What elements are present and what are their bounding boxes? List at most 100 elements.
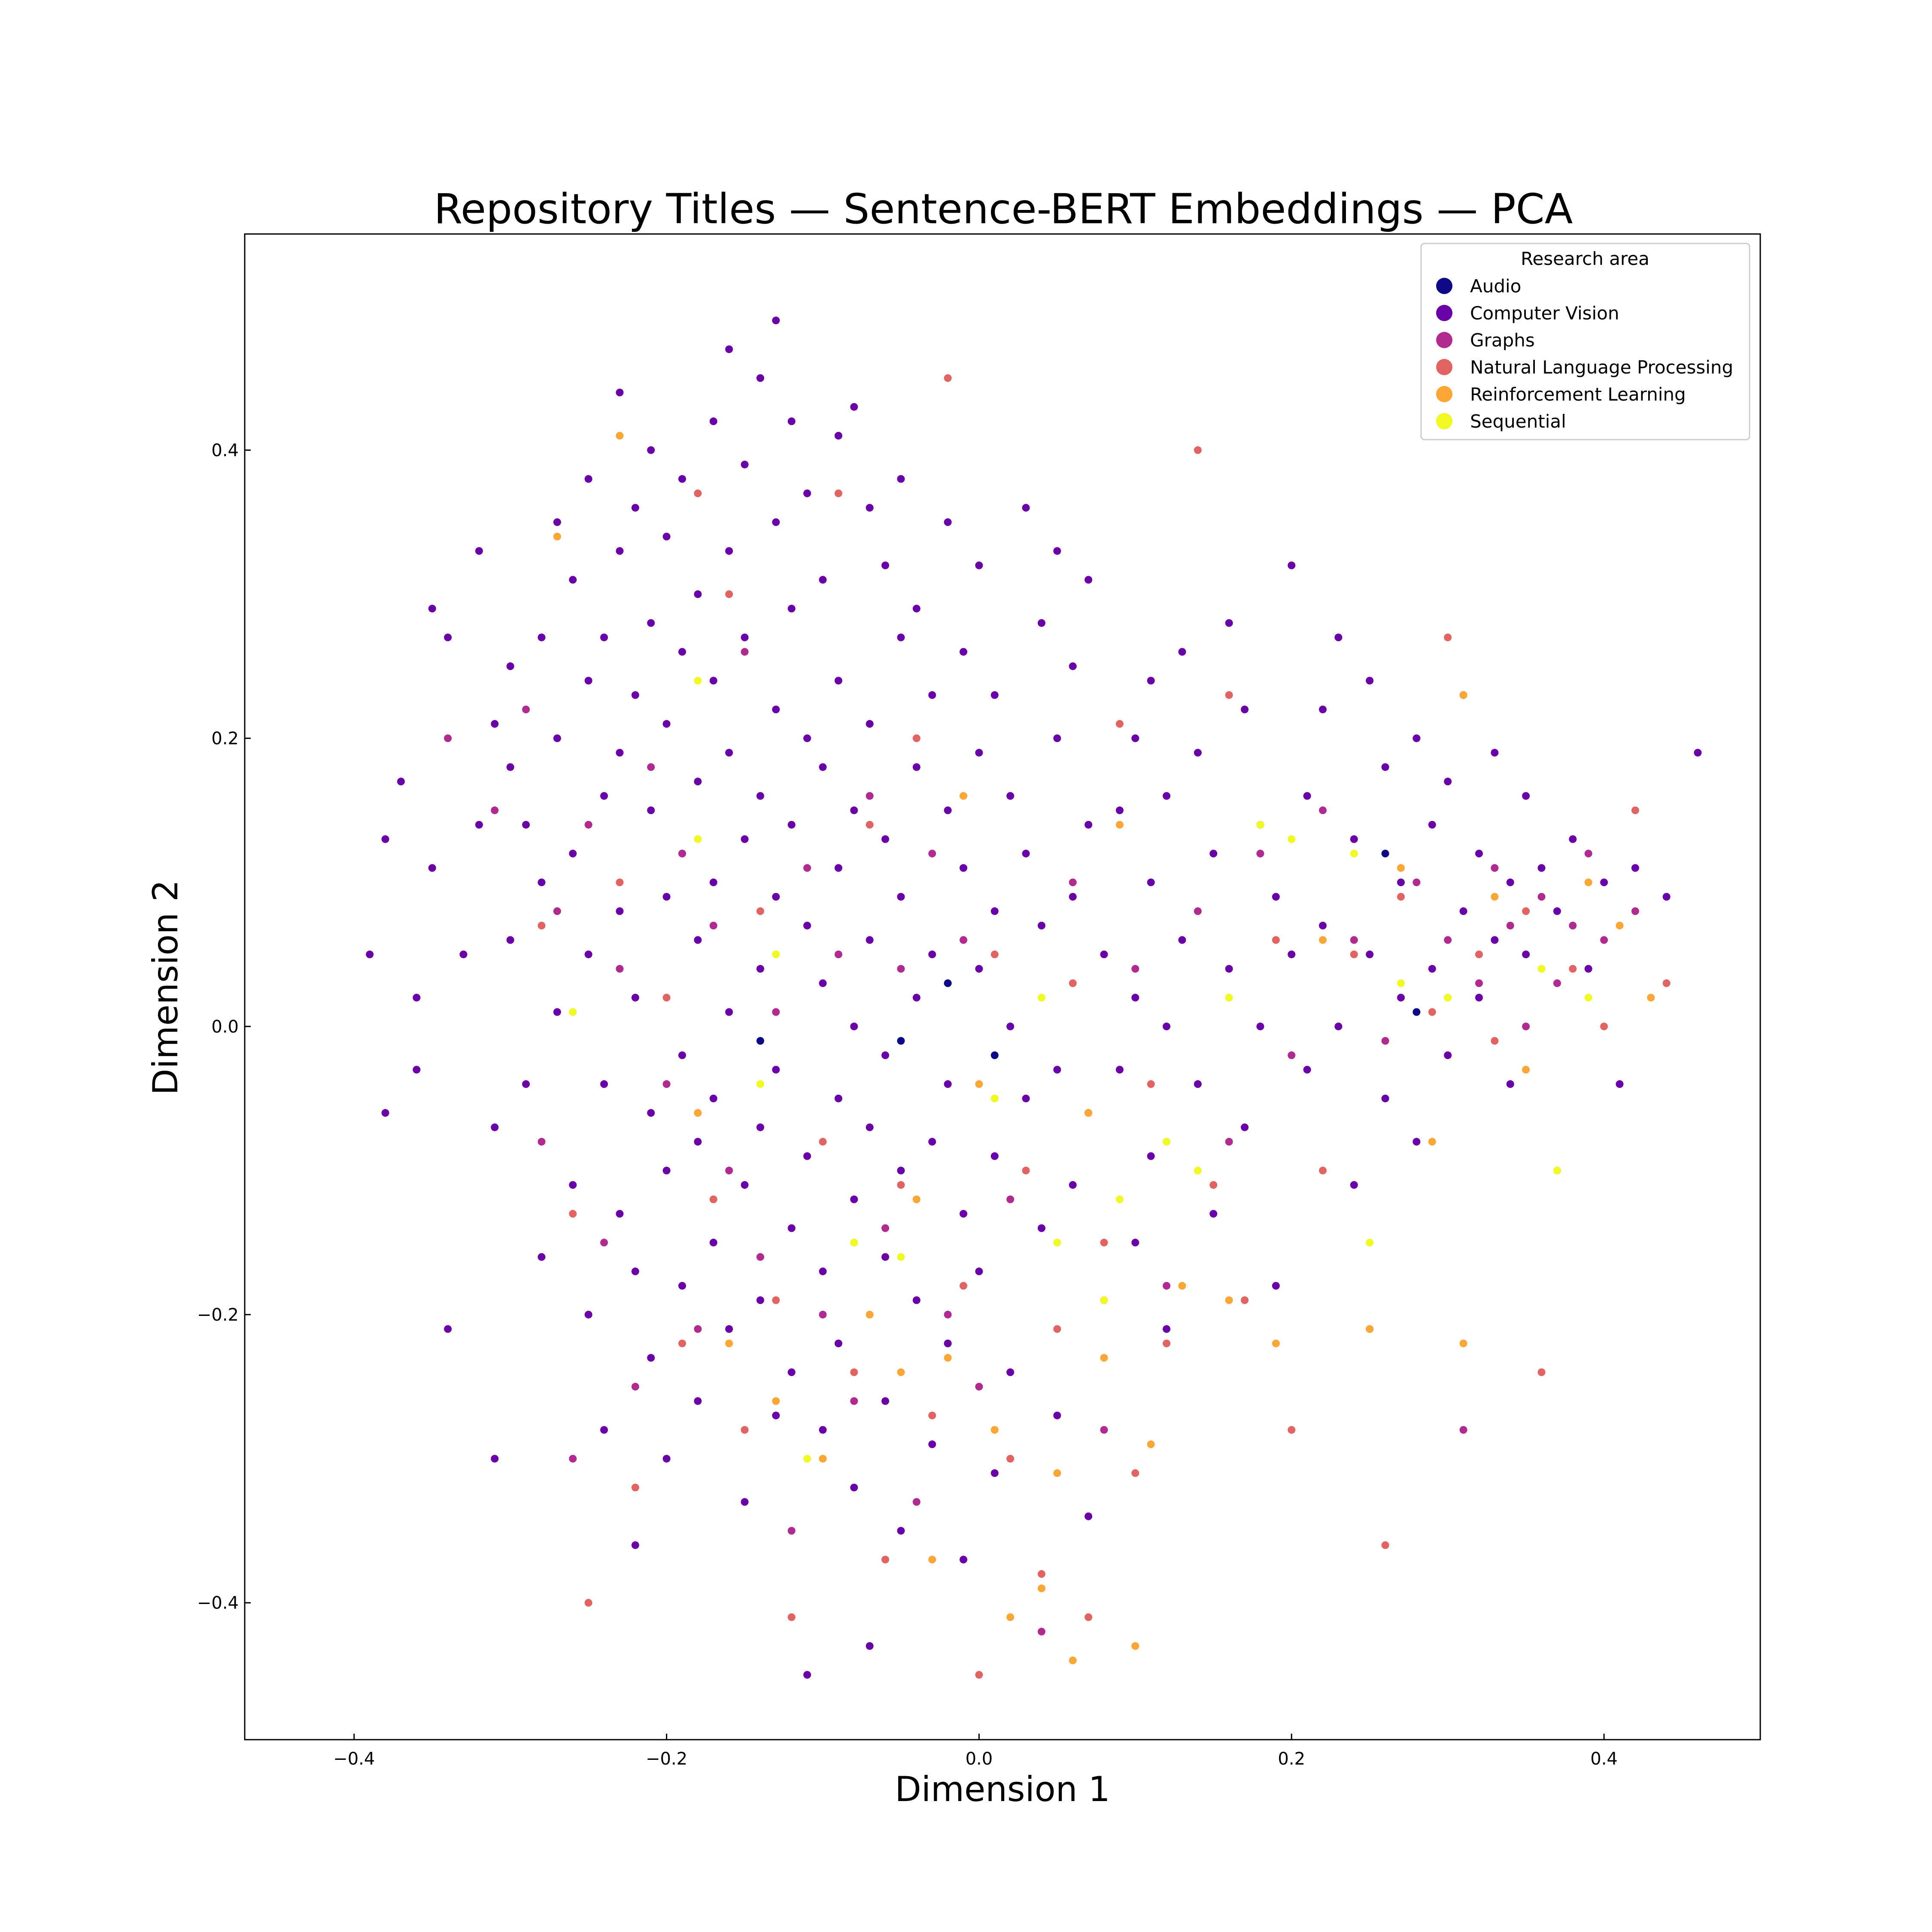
point-reinforcement-learning — [1366, 1325, 1374, 1333]
point-computer-vision — [444, 633, 452, 641]
point-computer-vision — [647, 1354, 655, 1362]
point-computer-vision — [1303, 1066, 1311, 1074]
point-natural-language-processing — [1600, 1022, 1608, 1030]
point-sequential — [1163, 1138, 1171, 1146]
point-computer-vision — [741, 835, 749, 843]
point-natural-language-processing — [1241, 1296, 1249, 1304]
point-computer-vision — [1366, 677, 1374, 685]
legend-label-graphs: Graphs — [1470, 330, 1535, 351]
point-computer-vision — [1115, 806, 1124, 814]
point-reinforcement-learning — [1147, 1440, 1155, 1449]
point-reinforcement-learning — [1459, 1340, 1467, 1348]
point-natural-language-processing — [772, 1296, 780, 1304]
point-computer-vision — [1225, 619, 1233, 627]
point-computer-vision — [850, 1195, 858, 1203]
point-computer-vision — [834, 1094, 842, 1103]
x-axis-label: Dimension 1 — [895, 1769, 1110, 1809]
point-graphs — [662, 1080, 671, 1088]
point-computer-vision — [538, 633, 546, 641]
point-natural-language-processing — [1537, 1368, 1546, 1376]
point-reinforcement-learning — [1178, 1282, 1186, 1290]
point-natural-language-processing — [756, 907, 764, 915]
point-sequential — [1584, 993, 1592, 1002]
point-computer-vision — [1194, 1080, 1202, 1088]
point-graphs — [756, 1253, 764, 1261]
point-computer-vision — [960, 1555, 968, 1564]
y-tick-label: −0.2 — [197, 1305, 239, 1325]
point-sequential — [1256, 820, 1264, 829]
point-reinforcement-learning — [1084, 1109, 1093, 1117]
point-computer-vision — [1662, 893, 1671, 901]
y-tick-label: −0.4 — [197, 1593, 239, 1613]
point-computer-vision — [756, 792, 764, 800]
point-computer-vision — [1319, 921, 1327, 930]
point-natural-language-processing — [1381, 1541, 1389, 1549]
point-graphs — [1444, 936, 1452, 944]
point-computer-vision — [1163, 1325, 1171, 1333]
point-computer-vision — [1209, 1210, 1218, 1218]
point-computer-vision — [1022, 850, 1030, 858]
point-natural-language-processing — [725, 590, 733, 598]
point-computer-vision — [694, 590, 702, 598]
point-computer-vision — [881, 561, 890, 569]
point-audio — [756, 1037, 764, 1045]
point-computer-vision — [1428, 820, 1436, 829]
point-computer-vision — [631, 993, 639, 1002]
point-computer-vision — [600, 1080, 608, 1088]
point-reinforcement-learning — [1006, 1613, 1015, 1621]
point-graphs — [1459, 1426, 1467, 1434]
point-computer-vision — [662, 893, 671, 901]
point-computer-vision — [522, 820, 530, 829]
point-computer-vision — [1241, 1123, 1249, 1131]
point-graphs — [600, 1239, 608, 1247]
point-graphs — [1584, 850, 1592, 858]
point-graphs — [1522, 1022, 1530, 1030]
point-reinforcement-learning — [1647, 993, 1655, 1002]
point-graphs — [1319, 806, 1327, 814]
point-reinforcement-learning — [866, 1310, 874, 1318]
point-sequential — [1115, 1195, 1124, 1203]
point-computer-vision — [897, 1527, 905, 1535]
point-graphs — [1256, 850, 1264, 858]
point-computer-vision — [709, 878, 717, 887]
point-reinforcement-learning — [1037, 1584, 1045, 1592]
point-computer-vision — [1272, 1282, 1280, 1290]
legend-box — [1420, 243, 1750, 440]
point-computer-vision — [912, 605, 920, 613]
point-computer-vision — [756, 374, 764, 382]
point-reinforcement-learning — [1397, 864, 1405, 872]
point-graphs — [1163, 1282, 1171, 1290]
point-computer-vision — [1459, 907, 1467, 915]
point-computer-vision — [850, 403, 858, 411]
point-computer-vision — [662, 1166, 671, 1175]
point-graphs — [584, 820, 592, 829]
point-graphs — [1350, 936, 1358, 944]
point-computer-vision — [1131, 734, 1139, 742]
point-natural-language-processing — [1209, 1181, 1218, 1189]
point-natural-language-processing — [1194, 446, 1202, 454]
point-computer-vision — [1334, 633, 1343, 641]
point-computer-vision — [506, 662, 514, 670]
point-computer-vision — [694, 1397, 702, 1405]
point-reinforcement-learning — [1616, 921, 1624, 930]
point-computer-vision — [1272, 893, 1280, 901]
point-computer-vision — [741, 460, 749, 468]
point-computer-vision — [1225, 965, 1233, 973]
point-computer-vision — [553, 518, 561, 526]
point-computer-vision — [647, 1109, 655, 1117]
point-computer-vision — [1178, 648, 1186, 656]
point-sequential — [1350, 850, 1358, 858]
point-computer-vision — [787, 1224, 796, 1232]
point-reinforcement-learning — [960, 792, 968, 800]
point-computer-vision — [616, 907, 624, 915]
point-computer-vision — [990, 1469, 999, 1477]
point-computer-vision — [803, 734, 811, 742]
point-graphs — [694, 1325, 702, 1333]
point-computer-vision — [397, 778, 405, 786]
point-computer-vision — [756, 1296, 764, 1304]
point-natural-language-processing — [538, 921, 546, 930]
point-graphs — [678, 850, 686, 858]
point-computer-vision — [1537, 864, 1546, 872]
point-computer-vision — [1616, 1080, 1624, 1088]
